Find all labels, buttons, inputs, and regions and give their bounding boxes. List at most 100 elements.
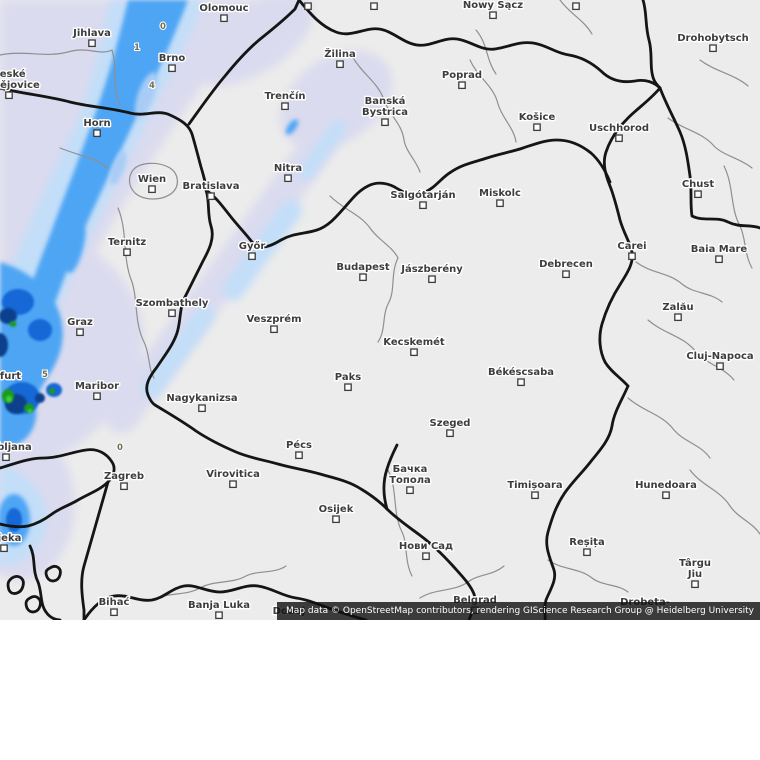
city-marker [458, 81, 466, 90]
city-label: Horn [83, 118, 110, 129]
city-košice: Košice [517, 110, 557, 132]
city-marker [93, 129, 101, 138]
city-zagreb: Zagreb [103, 470, 145, 491]
city-marker [446, 429, 454, 438]
city-marker [123, 248, 131, 257]
city-label: Wien [138, 174, 166, 185]
map-canvas[interactable]: 0 1 4 5 0 Jihlava Olomouc Brno ČeskéBudějovice H… [0, 0, 760, 622]
city-nagykanizsa: Nagykanizsa [165, 392, 239, 413]
city-marker [531, 491, 539, 500]
city-label: Trenčín [264, 90, 305, 102]
city-budapest: Budapest [335, 261, 391, 282]
city-label: Virovitica [206, 469, 260, 480]
city-salgótarján: Salgótarján [389, 188, 457, 210]
city-maribor: Maribor [74, 380, 120, 401]
city-marker [88, 39, 96, 48]
city-label: Kecskemét [383, 336, 445, 348]
city-label: Žilina [324, 47, 355, 60]
city-marker [489, 11, 497, 20]
precipitation-overlay [0, 0, 393, 580]
city-marker [336, 60, 344, 69]
city-marker [562, 270, 570, 279]
city-nitra: Nitra [272, 162, 304, 183]
city-marker [628, 252, 636, 261]
city-marker [709, 44, 717, 53]
city-label: Chust [682, 179, 715, 190]
city-нови-сад: Нови Сад [397, 540, 455, 561]
city-marker [304, 2, 312, 11]
city-české-budějovice: ČeskéBudějovice [0, 66, 41, 100]
city-horn: Horn [82, 117, 112, 138]
city-label: Bystrica [362, 107, 408, 118]
city-baia-mare: Baia Mare [689, 243, 749, 264]
city-marker [207, 192, 215, 201]
city-marker [674, 313, 682, 322]
city-label: Pécs [286, 439, 312, 451]
city-olomouc: Olomouc [198, 2, 250, 23]
city-label: Bratislava [183, 181, 240, 192]
city-jászberény: Jászberény [399, 262, 465, 284]
city-marker [381, 118, 389, 127]
city-osijek: Osijek [317, 503, 355, 524]
city-wien: Wien [136, 173, 168, 194]
city-marker [615, 134, 623, 143]
city-marker [496, 199, 504, 208]
map-attribution: Map data © OpenStreetMap contributors, r… [277, 602, 760, 620]
city-marker [428, 275, 436, 284]
city-marker [168, 64, 176, 73]
city-label: Ljubljana [0, 442, 32, 453]
city-label: Miskolc [479, 188, 521, 199]
city-label: Rijeka [0, 533, 21, 544]
city-marker [168, 309, 176, 318]
city-label: Győr [239, 240, 266, 252]
precipitation-map[interactable]: 0 1 4 5 0 Jihlava Olomouc Brno ČeskéBudějovice H… [0, 0, 760, 622]
city-marker [270, 325, 278, 334]
city-label: Maribor [75, 381, 119, 392]
city-label: Jászberény [400, 263, 463, 275]
city-marker [93, 392, 101, 401]
city-label: Топола [389, 475, 431, 486]
city-banja-luka: Banja Luka [187, 599, 251, 620]
city-marker [76, 328, 84, 337]
city-szombathely: Szombathely [134, 297, 210, 318]
city-bihać: Bihać [97, 595, 131, 617]
city-label: Нови Сад [399, 541, 453, 552]
city-marker [344, 383, 352, 392]
city-marker [422, 552, 430, 561]
city-marker [229, 480, 237, 489]
city-marker [2, 453, 10, 462]
precip-contour-value: 4 [149, 81, 155, 91]
city-marker [215, 611, 223, 620]
city-pécs: Pécs [285, 438, 313, 460]
city-marker [295, 451, 303, 460]
city-trenčín: Trenčín [263, 89, 307, 111]
city-label: Debrecen [539, 259, 593, 270]
city-graz: Graz [66, 316, 94, 337]
city-jihlava: Jihlava [71, 27, 112, 48]
city-drohobytsch: Drohobytsch [676, 32, 750, 53]
city-uschhorod: Uschhorod [588, 122, 650, 143]
city-label: Jiu [687, 569, 702, 580]
city-rijeka: Rijeka [0, 532, 23, 553]
city-label: Poprad [442, 70, 482, 81]
city-békéscsaba: Békéscsaba [487, 365, 555, 387]
city-ternitz: Ternitz [106, 236, 148, 257]
city-marker [583, 548, 591, 557]
city-carei: Carei [616, 240, 648, 261]
city-label: Salgótarján [390, 189, 455, 201]
city-marker [120, 482, 128, 491]
city-label: Szeged [430, 418, 471, 429]
city-label: České [0, 67, 26, 80]
city-label: Békéscsaba [488, 366, 554, 378]
city-label: Jihlava [72, 28, 111, 39]
city-label: Бачка [393, 464, 428, 475]
city-label: Nitra [274, 163, 302, 174]
city-marker [662, 491, 670, 500]
city-paks: Paks [333, 371, 363, 392]
city-marker [281, 102, 289, 111]
city-reșița: Reșița [568, 536, 606, 557]
city-label: Osijek [319, 504, 354, 515]
precip-value-labels: 0 1 4 5 0 [41, 21, 167, 454]
